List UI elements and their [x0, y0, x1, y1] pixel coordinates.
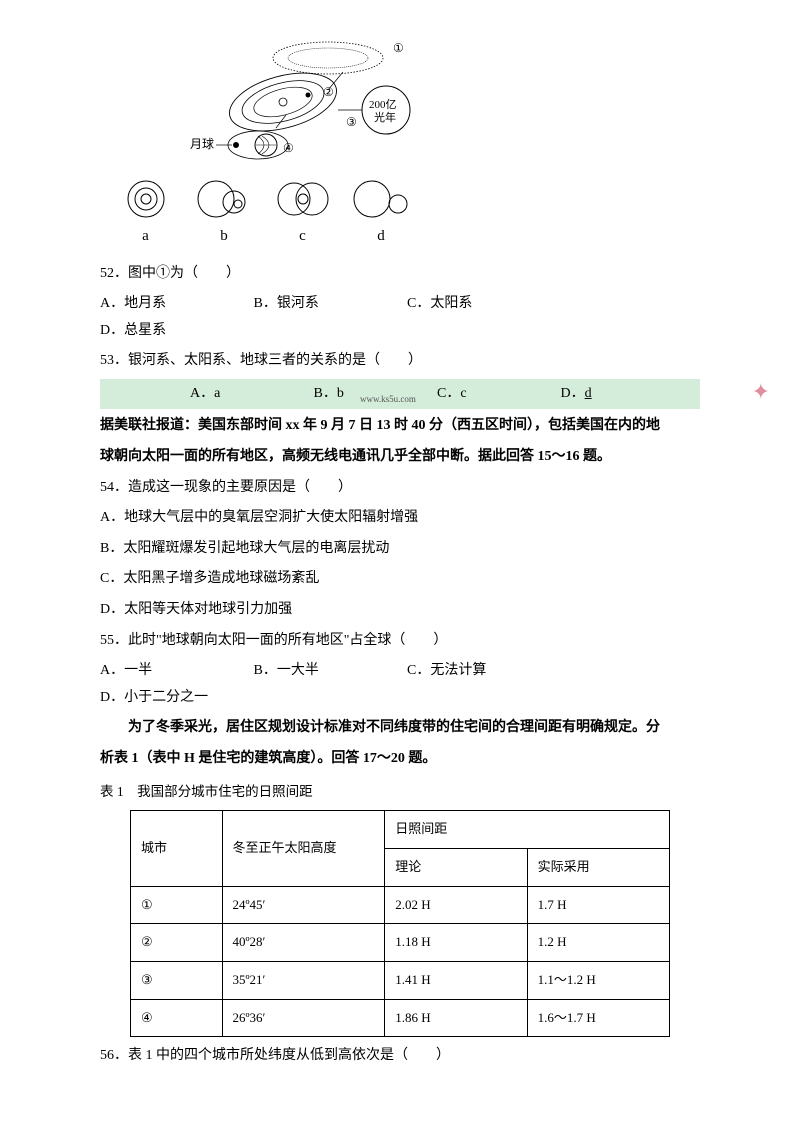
- th-theory: 理论: [385, 848, 527, 886]
- q53-opt-a[interactable]: A．a: [190, 381, 310, 408]
- venn-c: c: [265, 178, 340, 251]
- q53-banner: A．a B．b www.ks5u.com C．c D．d ✦: [100, 379, 700, 410]
- cell-actual: 1.1～1.2 H: [527, 961, 669, 999]
- venn-a-label: a: [108, 222, 183, 251]
- label-200yi-a: 200亿: [369, 98, 397, 111]
- q54-opt-d[interactable]: D．太阳等天体对地球引力加强: [100, 597, 700, 624]
- q56-stem: 56．表 1 中的四个城市所处纬度从低到高依次是（ ）: [100, 1043, 700, 1070]
- venn-a: a: [108, 178, 183, 251]
- cosmos-svg: ① ② 200亿 光年 ③ ④ 月球: [188, 40, 438, 170]
- th-dist: 日照间距: [385, 811, 670, 849]
- passage2-b: 析表 1（表中 H 是住宅的建筑高度）。回答 17～20 题。: [100, 746, 700, 773]
- cosmic-diagram: ① ② 200亿 光年 ③ ④ 月球: [108, 40, 388, 170]
- q54-stem: 54．造成这一现象的主要原因是（ ）: [100, 475, 700, 502]
- mark-3: ③: [346, 115, 357, 129]
- cell-actual: 1.2 H: [527, 924, 669, 962]
- th-city: 城市: [131, 811, 223, 886]
- q54-opt-a[interactable]: A．地球大气层中的臭氧层空洞扩大使太阳辐射增强: [100, 505, 700, 532]
- q52-options: A．地月系 B．银河系 C．太阳系 D．总星系: [100, 291, 700, 344]
- cell-angle: 26º36′: [222, 999, 385, 1037]
- mark-2: ②: [323, 85, 334, 99]
- q55-options: A．一半 B．一大半 C．无法计算 D．小于二分之一: [100, 658, 700, 711]
- venn-b: b: [187, 178, 262, 251]
- q52-opt-a[interactable]: A．地月系: [100, 291, 250, 318]
- q55-stem: 55．此时"地球朝向太阳一面的所有地区"占全球（ ）: [100, 628, 700, 655]
- cell-angle: 35º21′: [222, 961, 385, 999]
- flourish-icon: ✦: [752, 371, 770, 413]
- cell-city: ②: [131, 924, 223, 962]
- passage1-b: 球朝向太阳一面的所有地区，高频无线电通讯几乎全部中断。据此回答 15～16 题。: [100, 444, 700, 471]
- cell-actual: 1.6～1.7 H: [527, 999, 669, 1037]
- venn-d-label: d: [344, 222, 419, 251]
- th-actual: 实际采用: [527, 848, 669, 886]
- cell-theory: 1.41 H: [385, 961, 527, 999]
- q55-opt-a[interactable]: A．一半: [100, 658, 250, 685]
- q52-stem: 52．图中①为（ ）: [100, 261, 700, 288]
- table-row: ② 40º28′ 1.18 H 1.2 H: [131, 924, 670, 962]
- q54-opt-c[interactable]: C．太阳黑子增多造成地球磁场紊乱: [100, 566, 700, 593]
- q52-opt-d[interactable]: D．总星系: [100, 318, 240, 345]
- cell-angle: 24º45′: [222, 886, 385, 924]
- cell-city: ①: [131, 886, 223, 924]
- q53-stem: 53．银河系、太阳系、地球三者的关系的是（ ）: [100, 348, 700, 375]
- q53-d-underline: d: [585, 386, 592, 401]
- q53-opt-d[interactable]: D．d: [561, 381, 681, 408]
- label-moon: 月球: [190, 137, 214, 151]
- table-row: ③ 35º21′ 1.41 H 1.1～1.2 H: [131, 961, 670, 999]
- th-angle: 冬至正午太阳高度: [222, 811, 385, 886]
- sunlight-table: 城市 冬至正午太阳高度 日照间距 理论 实际采用 ① 24º45′ 2.02 H…: [130, 810, 670, 1037]
- table-caption: 表 1 我国部分城市住宅的日照间距: [100, 779, 700, 805]
- venn-b-label: b: [187, 222, 262, 251]
- venn-c-label: c: [265, 222, 340, 251]
- mark-1: ①: [393, 41, 404, 55]
- cell-theory: 1.86 H: [385, 999, 527, 1037]
- q55-opt-d[interactable]: D．小于二分之一: [100, 685, 240, 712]
- cell-angle: 40º28′: [222, 924, 385, 962]
- passage1-a: 据美联社报道：美国东部时间 xx 年 9 月 7 日 13 时 40 分（西五区…: [100, 413, 700, 440]
- q53-url: www.ks5u.com: [360, 391, 416, 408]
- passage2-a: 为了冬季采光，居住区规划设计标准对不同纬度带的住宅间的合理间距有明确规定。分: [100, 715, 700, 742]
- cell-city: ④: [131, 999, 223, 1037]
- venn-row: a b c d: [108, 178, 700, 251]
- q54-opt-b[interactable]: B．太阳耀斑爆发引起地球大气层的电离层扰动: [100, 536, 700, 563]
- q53-opt-c[interactable]: C．c: [437, 381, 557, 408]
- mark-4: ④: [283, 141, 294, 155]
- venn-d: d: [344, 178, 419, 251]
- table-row: ④ 26º36′ 1.86 H 1.6～1.7 H: [131, 999, 670, 1037]
- q55-opt-b[interactable]: B．一大半: [254, 658, 404, 685]
- cell-theory: 1.18 H: [385, 924, 527, 962]
- cell-city: ③: [131, 961, 223, 999]
- cell-actual: 1.7 H: [527, 886, 669, 924]
- q52-opt-c[interactable]: C．太阳系: [407, 291, 557, 318]
- q52-opt-b[interactable]: B．银河系: [254, 291, 404, 318]
- table-row: ① 24º45′ 2.02 H 1.7 H: [131, 886, 670, 924]
- q55-opt-c[interactable]: C．无法计算: [407, 658, 557, 685]
- label-200yi-b: 光年: [374, 110, 396, 124]
- cell-theory: 2.02 H: [385, 886, 527, 924]
